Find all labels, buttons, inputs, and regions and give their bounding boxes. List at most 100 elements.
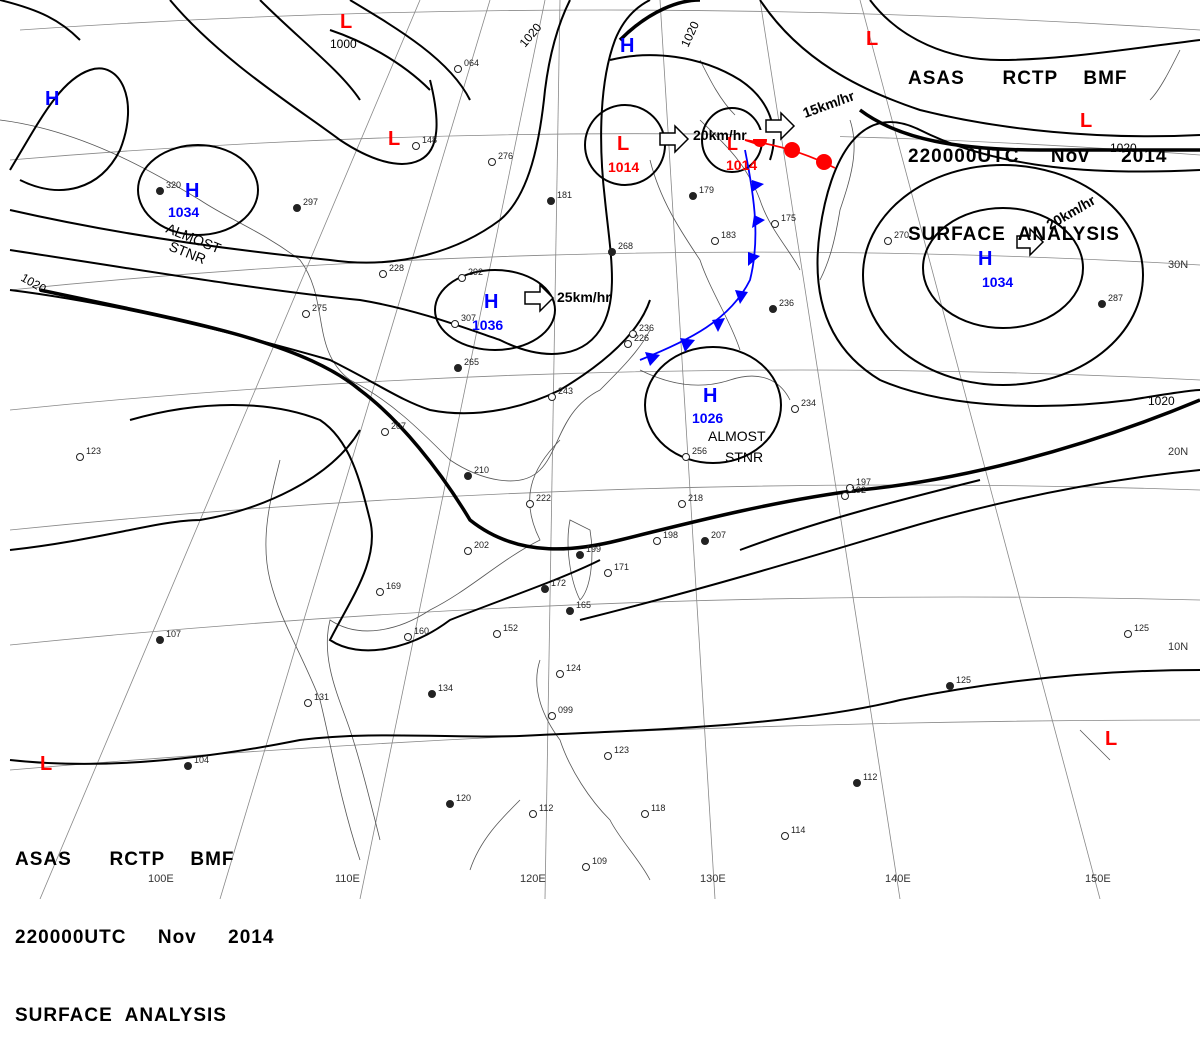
station-pressure-value: 118 [651, 803, 665, 813]
station-marker-icon [451, 320, 459, 328]
pressure-value: 1014 [726, 157, 757, 173]
low-pressure-marker: L [1080, 110, 1092, 132]
station-marker-icon [689, 192, 697, 200]
motion-arrow-icon [1016, 227, 1045, 257]
station-pressure-value: 210 [474, 465, 489, 475]
longitude-label: 110E [335, 873, 360, 885]
station-marker-icon [304, 699, 312, 707]
station-marker-icon [302, 310, 310, 318]
station-marker-icon [946, 682, 954, 690]
station-marker-icon [376, 588, 384, 596]
station-pressure-value: 104 [194, 755, 209, 765]
station-pressure-value: 099 [558, 705, 573, 715]
station-pressure-value: 270 [894, 230, 909, 240]
station-pressure-value: 109 [592, 856, 607, 866]
station-marker-icon [624, 340, 632, 348]
station-marker-icon [841, 492, 849, 500]
station-marker-icon [604, 569, 612, 577]
note-text: ALMOST [708, 428, 766, 444]
high-pressure-marker: H [185, 180, 199, 202]
latitude-label: 30N [1168, 259, 1188, 271]
low-pressure-marker: L [727, 134, 738, 154]
station-marker-icon [184, 762, 192, 770]
station-pressure-value: 192 [851, 485, 866, 495]
stationary-front [639, 149, 765, 366]
station-marker-icon [464, 472, 472, 480]
station-pressure-value: 160 [414, 626, 429, 636]
station-pressure-value: 207 [391, 421, 406, 431]
longitude-label: 150E [1085, 873, 1111, 885]
station-pressure-value: 287 [1108, 293, 1123, 303]
station-marker-icon [381, 428, 389, 436]
pressure-value: 1034 [982, 274, 1013, 290]
station-pressure-value: 148 [422, 135, 437, 145]
station-pressure-value: 175 [781, 213, 796, 223]
station-pressure-value: 268 [618, 241, 633, 251]
high-pressure-marker: H [703, 385, 717, 407]
station-marker-icon [846, 484, 854, 492]
isobars [0, 0, 1200, 765]
station-pressure-value: 297 [303, 197, 318, 207]
station-marker-icon [556, 670, 564, 678]
pressure-value: 1014 [608, 159, 639, 175]
station-marker-icon [711, 237, 719, 245]
high-pressure-marker: H [620, 35, 634, 57]
station-marker-icon [547, 197, 555, 205]
grid-labels: 100E 110E 120E 130E 140E 150E 30N 20N 10… [148, 259, 1188, 885]
station-pressure-value: 207 [711, 530, 726, 540]
station-marker-icon [608, 248, 616, 256]
coastlines [0, 49, 1181, 881]
station-pressure-value: 123 [614, 745, 629, 755]
station-pressure-value: 183 [721, 230, 736, 240]
isobar-label: 1020 [1148, 394, 1175, 408]
station-marker-icon [446, 800, 454, 808]
station-marker-icon [769, 305, 777, 313]
longitude-label: 120E [520, 873, 546, 885]
header-bottom: ASAS RCTP BMF 220000UTC Nov 2014 SURFACE… [15, 795, 274, 1055]
station-pressure-value: 179 [699, 185, 714, 195]
station-pressure-value: 125 [956, 675, 971, 685]
note-text: STNR [725, 449, 763, 465]
header-line-3: SURFACE ANALYSIS [908, 224, 1120, 245]
station-marker-icon [428, 690, 436, 698]
high-pressure-marker: H [484, 291, 498, 313]
station-pressure-value: 165 [576, 600, 591, 610]
station-pressure-value: 292 [468, 267, 483, 277]
station-marker-icon [404, 633, 412, 641]
station-marker-icon [156, 636, 164, 644]
station-pressure-value: 152 [503, 623, 518, 633]
station-marker-icon [379, 270, 387, 278]
station-marker-icon [884, 237, 892, 245]
low-pressure-marker: L [40, 753, 52, 775]
low-pressure-marker: L [866, 28, 878, 50]
station-pressure-value: 172 [551, 578, 566, 588]
low-pressure-marker: L [340, 11, 352, 33]
station-pressure-value: 234 [801, 398, 816, 408]
header-line-3: SURFACE ANALYSIS [15, 1005, 227, 1026]
station-pressure-value: 256 [692, 446, 707, 456]
low-pressure-marker: L [388, 128, 400, 150]
station-marker-icon [629, 330, 637, 338]
station-pressure-value: 123 [86, 446, 101, 456]
station-pressure-value: 222 [536, 493, 551, 503]
header-line-2: 220000UTC Nov 2014 [15, 927, 275, 948]
motion-arrow-icon [765, 111, 796, 141]
station-marker-icon [576, 551, 584, 559]
station-marker-icon [682, 453, 690, 461]
latitude-label: 20N [1168, 446, 1188, 458]
station-pressure-value: 124 [566, 663, 581, 673]
station-marker-icon [293, 204, 301, 212]
motion-arrow-icon [659, 124, 690, 154]
motion-speed: 25km/hr [557, 289, 611, 305]
station-pressure-value: 112 [539, 803, 553, 813]
station-marker-icon [566, 607, 574, 615]
station-pressure-value: 218 [688, 493, 703, 503]
low-pressure-marker: L [617, 133, 629, 155]
station-pressure-value: 107 [166, 629, 181, 639]
station-marker-icon [526, 500, 534, 508]
station-marker-icon [529, 810, 537, 818]
latitude-label: 10N [1168, 641, 1188, 653]
station-marker-icon [412, 142, 420, 150]
station-marker-icon [548, 712, 556, 720]
station-marker-icon [653, 537, 661, 545]
